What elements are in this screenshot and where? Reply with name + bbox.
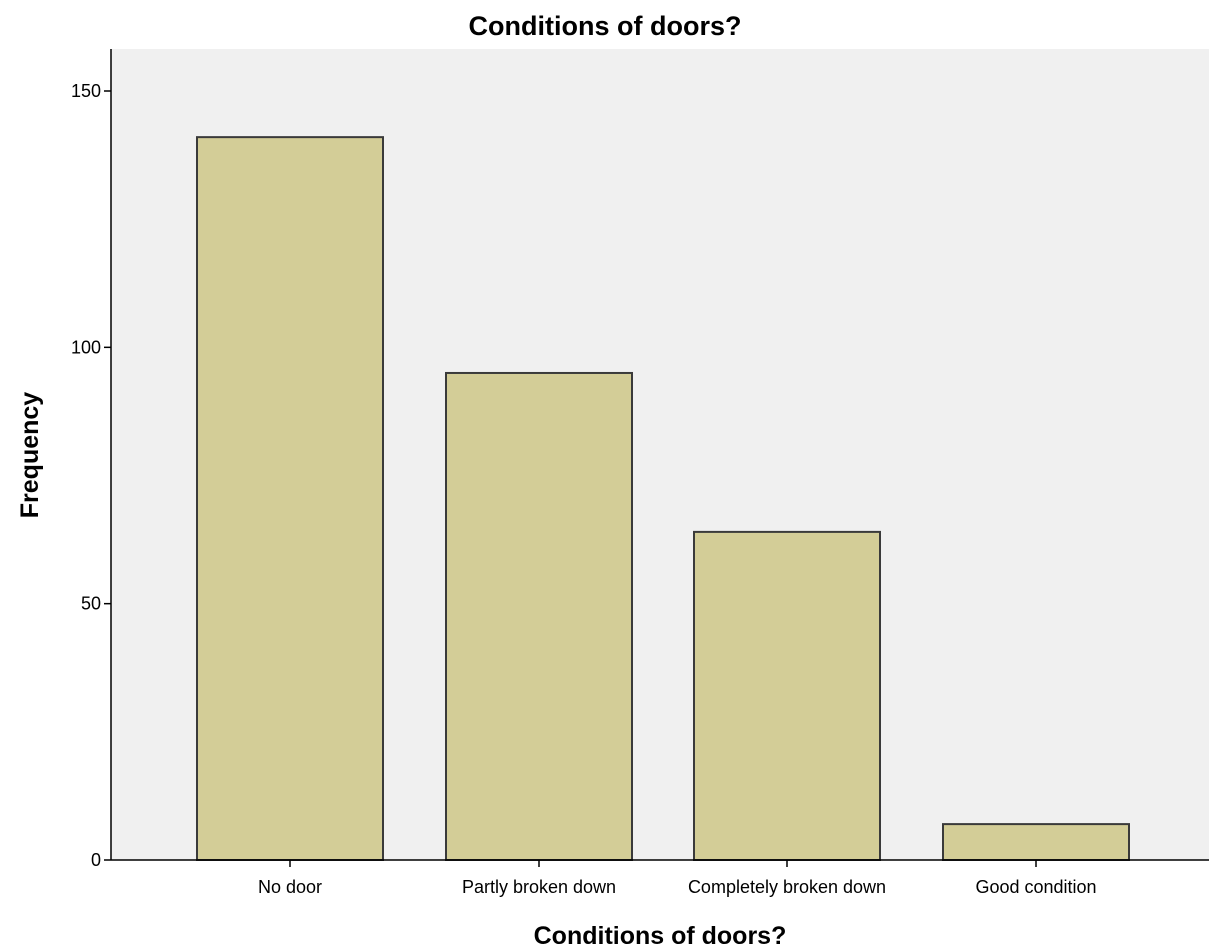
y-tick-label: 0 <box>91 850 101 870</box>
bar-good-condition <box>942 823 1130 862</box>
x-tick-label: No door <box>258 877 322 897</box>
y-tick-label: 50 <box>81 594 101 614</box>
y-ticks-group: 0 50 100 150 <box>71 81 111 870</box>
y-axis-title: Frequency <box>16 392 44 519</box>
bar-no-door <box>196 136 384 861</box>
bar-completely-broken-down <box>693 530 881 861</box>
y-tick-label: 150 <box>71 81 101 101</box>
x-tick-label: Good condition <box>975 877 1096 897</box>
bar-partly-broken-down <box>445 371 633 861</box>
y-tick-label: 100 <box>71 337 101 357</box>
x-tick-label: Partly broken down <box>462 877 616 897</box>
x-axis-title: Conditions of doors? <box>534 922 787 948</box>
bars-group <box>196 136 1130 862</box>
x-ticks-group: No door Partly broken down Completely brok… <box>258 860 1097 897</box>
x-tick-label: Completely broken down <box>688 877 886 897</box>
chart-title: Conditions of doors? <box>469 11 742 41</box>
